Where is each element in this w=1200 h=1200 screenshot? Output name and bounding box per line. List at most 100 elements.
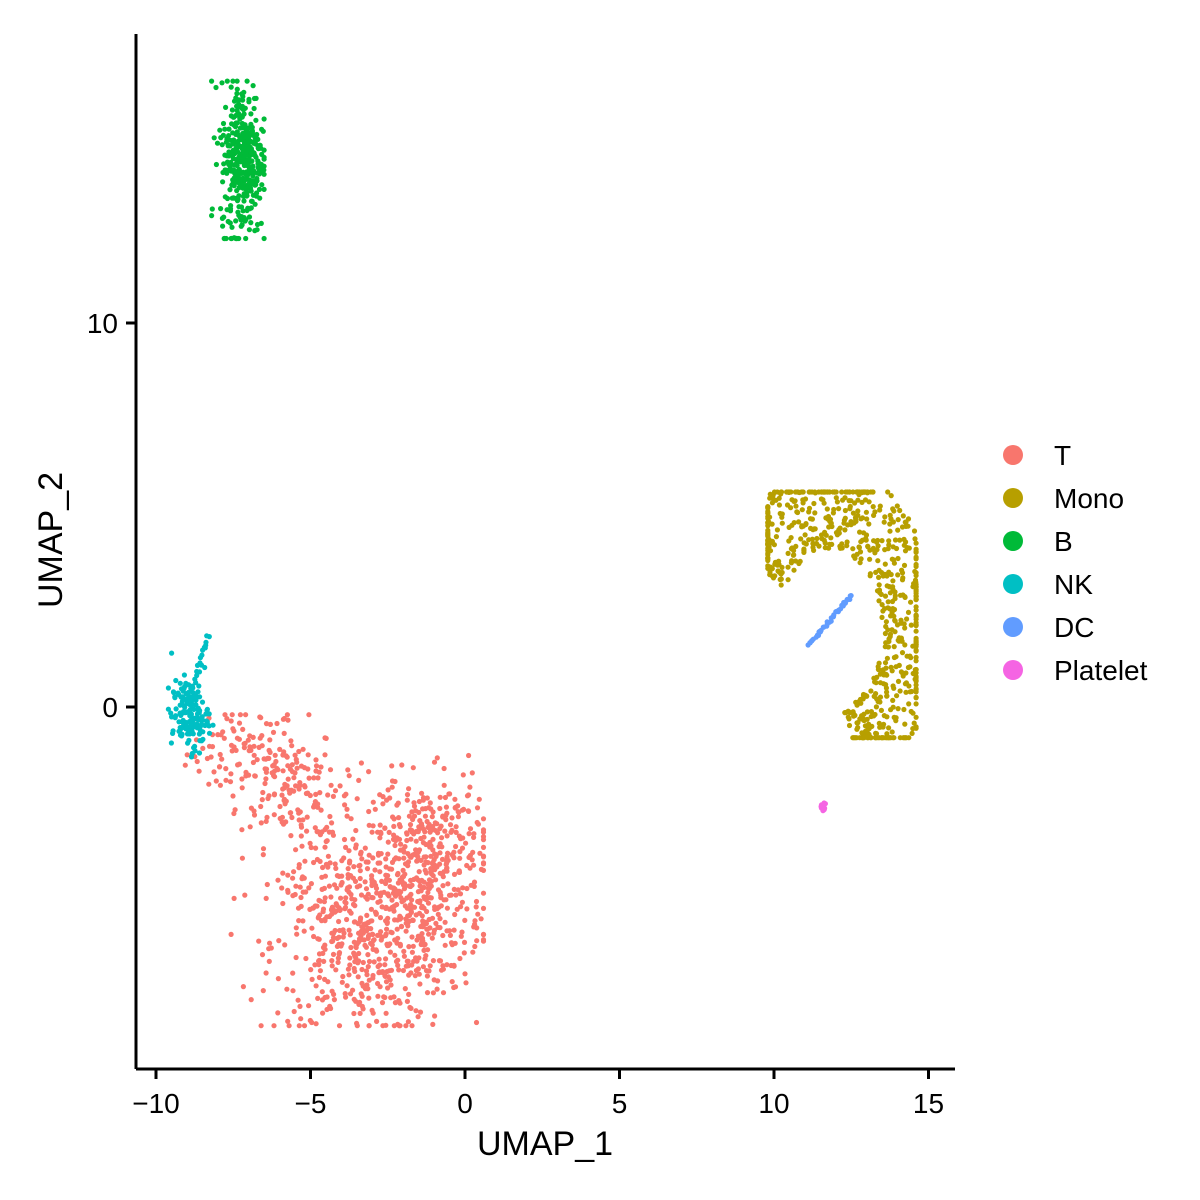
- point-b: [235, 141, 241, 147]
- point-t: [293, 925, 299, 931]
- point-mono: [866, 721, 872, 727]
- point-t: [229, 748, 235, 754]
- point-t: [286, 787, 292, 793]
- point-t: [348, 816, 354, 822]
- point-t: [414, 858, 420, 864]
- point-t: [459, 807, 465, 813]
- point-b: [239, 91, 245, 97]
- point-mono: [892, 629, 898, 635]
- point-t: [230, 726, 236, 732]
- point-t: [422, 806, 429, 812]
- point-mono: [883, 619, 890, 625]
- point-t: [332, 861, 338, 867]
- point-t: [437, 805, 443, 812]
- point-b: [229, 152, 235, 158]
- point-t: [213, 778, 219, 784]
- point-t: [395, 935, 401, 941]
- point-b: [246, 214, 253, 220]
- point-mono: [840, 497, 846, 503]
- point-mono: [818, 496, 825, 502]
- point-t: [433, 877, 439, 883]
- point-t: [473, 898, 480, 905]
- point-t: [471, 879, 478, 885]
- point-t: [430, 847, 436, 853]
- legend: T Mono B NK DC Platelet: [1003, 440, 1148, 686]
- point-t: [431, 927, 437, 933]
- point-t: [402, 881, 408, 887]
- point-t: [345, 866, 351, 872]
- point-t: [241, 741, 247, 747]
- point-t: [480, 844, 487, 851]
- point-t: [439, 835, 445, 841]
- point-t: [371, 959, 377, 965]
- point-mono: [779, 564, 785, 571]
- point-t: [289, 743, 295, 749]
- point-mono: [833, 530, 840, 536]
- point-t: [343, 900, 349, 906]
- point-mono: [904, 616, 910, 622]
- point-mono: [877, 680, 884, 686]
- point-mono: [877, 503, 883, 509]
- point-t: [428, 878, 435, 884]
- point-mono: [803, 521, 809, 528]
- point-mono: [891, 644, 897, 650]
- point-mono: [891, 557, 897, 563]
- point-t: [299, 843, 305, 849]
- point-t: [419, 935, 426, 941]
- point-t: [358, 760, 364, 766]
- point-t: [440, 990, 447, 996]
- point-t: [435, 830, 441, 836]
- point-t: [443, 897, 449, 903]
- point-t: [436, 844, 442, 850]
- point-t: [375, 829, 381, 835]
- point-t: [476, 796, 482, 802]
- point-t: [260, 988, 266, 994]
- point-t: [316, 974, 322, 981]
- point-mono: [911, 528, 918, 534]
- point-t: [331, 907, 337, 914]
- point-t: [415, 1014, 421, 1020]
- point-mono: [824, 506, 830, 512]
- point-nk: [197, 694, 203, 700]
- point-t: [248, 997, 254, 1003]
- point-t: [432, 1013, 438, 1019]
- points-layer: [165, 78, 919, 1029]
- point-nk: [193, 722, 199, 729]
- point-mono: [772, 561, 778, 567]
- point-t: [264, 814, 270, 821]
- point-t: [317, 968, 323, 974]
- point-mono: [850, 489, 856, 495]
- point-t: [353, 998, 359, 1004]
- point-t: [344, 983, 350, 989]
- point-t: [315, 804, 321, 810]
- point-nk: [169, 650, 175, 656]
- point-mono: [790, 552, 797, 558]
- point-b: [236, 166, 242, 173]
- point-t: [208, 754, 214, 760]
- point-t: [338, 882, 344, 888]
- point-mono: [912, 536, 918, 542]
- point-t: [469, 857, 475, 863]
- point-mono: [837, 543, 843, 549]
- point-b: [229, 121, 235, 127]
- point-b: [225, 143, 231, 149]
- point-t: [466, 752, 472, 759]
- point-b: [254, 190, 260, 196]
- point-t: [433, 920, 439, 927]
- point-t: [320, 1010, 326, 1016]
- point-t: [438, 892, 444, 898]
- point-t: [422, 829, 428, 835]
- point-b: [261, 235, 267, 242]
- point-t: [239, 827, 245, 833]
- point-t: [307, 1017, 313, 1024]
- point-mono: [877, 694, 884, 700]
- point-t: [440, 883, 446, 889]
- point-mono: [765, 520, 771, 526]
- point-nk: [173, 677, 179, 684]
- point-t: [419, 877, 425, 883]
- point-b: [244, 128, 250, 134]
- point-t: [478, 916, 484, 922]
- point-nk: [189, 729, 195, 735]
- point-mono: [868, 709, 875, 715]
- point-t: [258, 820, 264, 826]
